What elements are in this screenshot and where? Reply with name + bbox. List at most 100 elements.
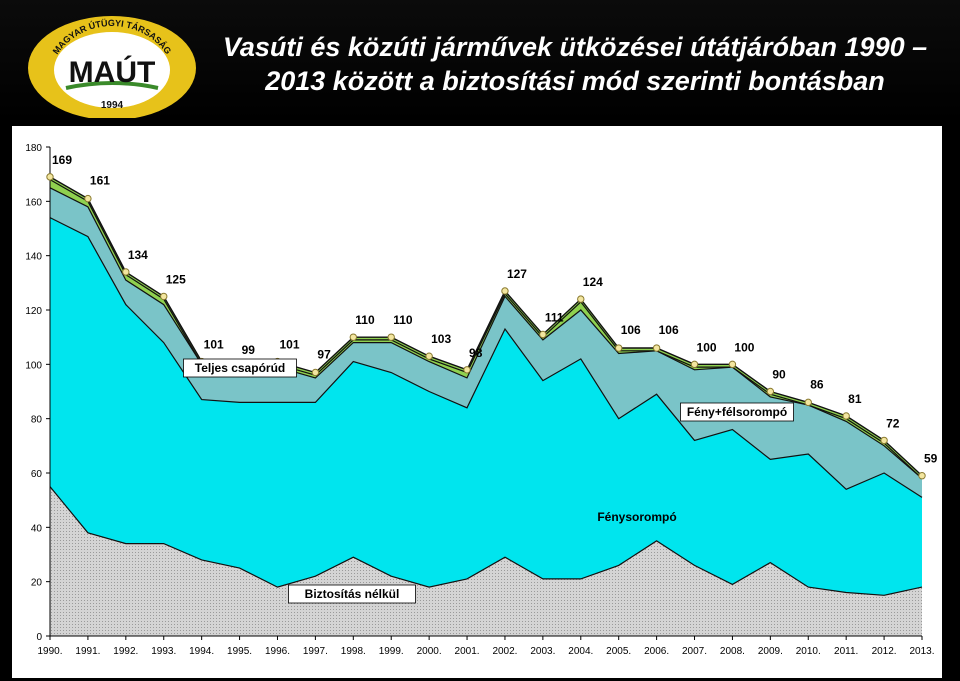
- data-label: 110: [393, 313, 413, 327]
- point-marker: [160, 292, 168, 301]
- x-tick-label: 1992.: [113, 646, 138, 657]
- y-tick-label: 80: [31, 415, 43, 426]
- series-label: Fénysorompó: [597, 510, 676, 524]
- chart-area: 0 20 40 60 80 100 120 140 160 180 1990. 1991. 1992. 1…: [12, 126, 942, 678]
- data-label: 134: [128, 248, 148, 262]
- x-tick-label: 2011.: [834, 646, 858, 657]
- point-marker: [614, 344, 623, 352]
- x-tick-label: 2008.: [720, 646, 745, 657]
- point-marker: [501, 287, 509, 295]
- y-tick-label: 120: [25, 306, 42, 317]
- data-label: 124: [583, 275, 603, 289]
- data-label: 101: [279, 338, 299, 352]
- x-tick-label: 2004.: [568, 646, 593, 657]
- point-marker: [880, 436, 888, 445]
- x-tick-label: 2005.: [606, 646, 631, 657]
- x-tick-label: 1996.: [265, 646, 290, 657]
- x-tick-label: 2007.: [682, 646, 707, 657]
- data-label: 59: [924, 452, 938, 466]
- data-label: 99: [242, 343, 256, 357]
- series-label-box: [680, 402, 794, 422]
- series-label-box: [183, 358, 297, 378]
- data-label: 100: [734, 340, 754, 354]
- x-tick-label: 2009.: [758, 646, 783, 657]
- area-fenysorompo: [50, 217, 922, 636]
- point-marker: [728, 360, 737, 369]
- line-biztositas-nelkul: [49, 486, 923, 596]
- point-marker: [918, 472, 926, 480]
- point-marker: [766, 387, 775, 396]
- y-tick-label: 40: [31, 523, 43, 534]
- header: MAGYAR ÚTÜGYI TÁRSASÁG MAÚT 1994 Vasúti …: [0, 0, 960, 122]
- series-label: Fény+félsorompó: [687, 405, 787, 419]
- x-tick-label: 1993.: [151, 646, 176, 657]
- x-tick-label: 2003.: [530, 646, 555, 657]
- x-tick-label: 2001.: [455, 646, 480, 657]
- point-marker: [804, 398, 812, 407]
- line-teljes-csaporud: [49, 179, 923, 479]
- x-tick-label: 1999.: [379, 646, 404, 657]
- point-marker: [425, 352, 433, 360]
- x-tick-label: 2000.: [417, 646, 442, 657]
- y-tick-label: 60: [31, 469, 43, 480]
- data-label: 169: [52, 153, 72, 167]
- data-label: 127: [507, 267, 527, 281]
- x-tick-label: 2013.: [909, 646, 934, 657]
- point-marker: [577, 295, 585, 303]
- y-tick-label: 160: [25, 197, 42, 208]
- x-tick-label: 2006.: [644, 646, 669, 657]
- x-tick-label: 1998.: [341, 646, 366, 657]
- data-label: 106: [659, 323, 679, 337]
- y-tick-label: 140: [25, 252, 42, 263]
- x-tick-label: 2010.: [796, 646, 821, 657]
- data-label: 106: [621, 323, 641, 337]
- point-marker: [46, 173, 54, 181]
- y-tick-label: 180: [25, 143, 42, 154]
- point-marker: [463, 366, 471, 374]
- series-label-box: [288, 584, 416, 604]
- x-tick-label: 2002.: [492, 646, 517, 657]
- point-marker: [84, 194, 92, 203]
- point-marker: [842, 412, 850, 420]
- data-label: 101: [204, 338, 224, 352]
- logo-main-text: MAÚT: [69, 55, 156, 89]
- stacked-area-chart: 0 20 40 60 80 100 120 140 160 180 1990. 1991. 1992. 1…: [25, 143, 938, 657]
- maut-logo: MAGYAR ÚTÜGYI TÁRSASÁG MAÚT 1994: [28, 16, 196, 118]
- data-label: 81: [848, 392, 862, 406]
- data-label: 90: [772, 368, 786, 382]
- page-title: Vasúti és közúti járművek ütközései útát…: [205, 30, 945, 98]
- point-marker: [387, 333, 395, 341]
- data-label: 110: [355, 313, 375, 327]
- point-marker: [311, 368, 320, 377]
- logo-year: 1994: [101, 100, 124, 111]
- x-tick-label: 1991.: [75, 646, 100, 657]
- data-label: 161: [90, 174, 110, 188]
- data-label: 103: [431, 332, 451, 346]
- line-total: [49, 176, 923, 477]
- y-tick-label: 20: [31, 578, 43, 589]
- line-fenysorompo: [49, 217, 923, 498]
- data-label: 97: [317, 347, 331, 361]
- y-tick-label: 0: [36, 632, 42, 643]
- x-tick-label: 1994.: [189, 646, 214, 657]
- data-label: 72: [886, 416, 900, 430]
- data-label: 86: [810, 377, 824, 391]
- data-label: 125: [166, 272, 186, 286]
- title-line-1: Vasúti és közúti járművek ütközései útát…: [222, 32, 928, 62]
- data-label: 100: [697, 340, 717, 354]
- point-marker: [539, 330, 547, 339]
- area-biztositas-nelkul: [50, 486, 922, 636]
- title-line-2: 2013 között a biztosítási mód szerinti b…: [265, 66, 885, 96]
- x-tick-label: 1990.: [37, 646, 62, 657]
- x-tick-label: 1997.: [303, 646, 328, 657]
- data-label: 98: [469, 346, 483, 360]
- point-marker: [349, 333, 358, 341]
- series-label: Teljes csapórúd: [195, 361, 285, 375]
- data-label: 111: [545, 310, 564, 324]
- x-tick-label: 2012.: [872, 646, 897, 657]
- y-tick-label: 100: [25, 360, 42, 371]
- point-marker: [122, 268, 130, 276]
- x-tick-label: 1995.: [227, 646, 252, 657]
- point-marker: [652, 344, 661, 352]
